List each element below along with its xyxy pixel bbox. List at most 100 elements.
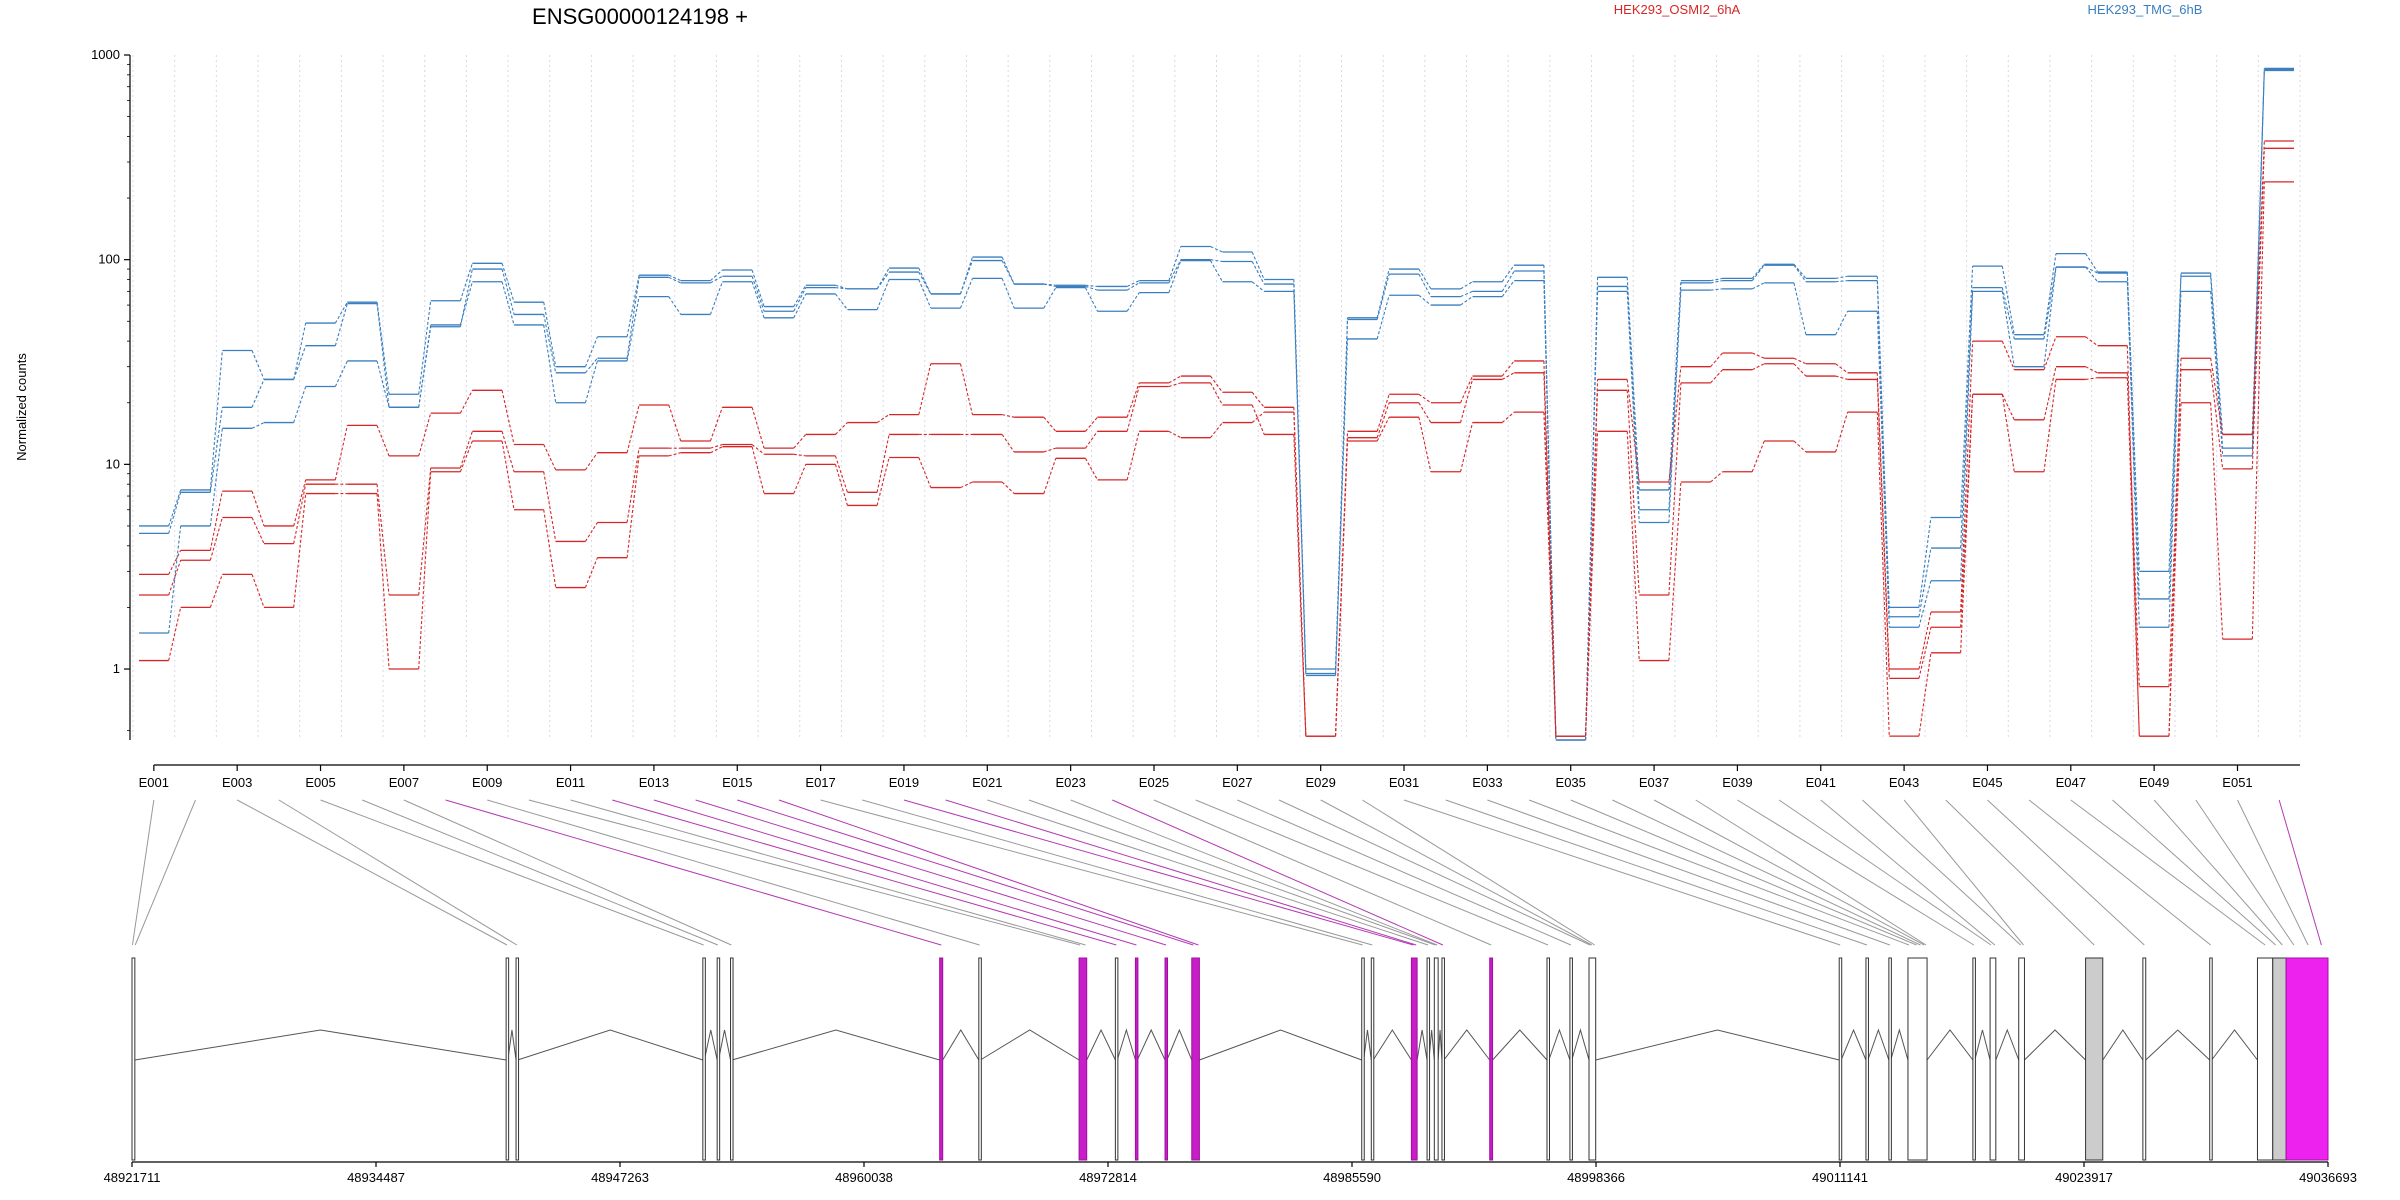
data-join [1001, 260, 1015, 285]
exon-block-highlighted [1164, 957, 1169, 1161]
exon-block [1433, 957, 1439, 1161]
data-join [543, 324, 557, 403]
data-join [376, 303, 390, 408]
data-join [1126, 280, 1140, 287]
exon-tick-label: E021 [972, 775, 1002, 790]
data-join [793, 293, 807, 319]
data-join [584, 452, 598, 471]
data-join [1793, 440, 1807, 453]
data-join [1085, 458, 1098, 481]
data-join [1668, 282, 1682, 510]
data-join [1126, 282, 1140, 291]
exon-tick-label: E027 [1222, 775, 1252, 790]
intron-line [1995, 1028, 2020, 1061]
data-join [501, 431, 515, 472]
data-join [584, 557, 598, 588]
data-join [2043, 266, 2057, 340]
exon-connector [612, 799, 1117, 946]
data-join [501, 263, 515, 303]
data-join [1501, 411, 1515, 423]
data-join [2168, 276, 2182, 599]
exon-block [1588, 957, 1597, 1161]
data-join [835, 422, 848, 435]
data-join [709, 281, 723, 315]
data-join [2085, 253, 2099, 273]
exon-block [1989, 957, 1997, 1161]
data-join [1793, 263, 1807, 279]
data-join [710, 446, 723, 454]
data-join [2210, 369, 2224, 469]
exon-tick-label: E041 [1806, 775, 1836, 790]
data-join [1210, 245, 1223, 253]
exon-connector [1320, 799, 1593, 946]
data-join [1918, 547, 1932, 617]
data-join [793, 434, 807, 449]
intron-line [731, 1029, 940, 1061]
data-join [2085, 266, 2098, 274]
data-join [1751, 264, 1765, 281]
exon-block-highlighted [1489, 957, 1494, 1161]
exon-connector [1820, 799, 1996, 946]
data-join [1626, 379, 1640, 483]
data-join [1043, 283, 1056, 287]
data-join [1960, 266, 1974, 518]
data-join [1793, 357, 1807, 365]
data-join [1043, 458, 1057, 494]
data-join [1210, 260, 1223, 283]
data-join [501, 268, 515, 315]
y-axis-label: Normalized counts [14, 353, 29, 461]
genomic-tick-label: 48972814 [1079, 1170, 1137, 1185]
data-join [709, 407, 723, 442]
data-join [668, 276, 681, 284]
exon-connector [695, 799, 1167, 946]
intron-line [1492, 1029, 1548, 1061]
data-join [418, 324, 432, 408]
data-join [1251, 281, 1265, 292]
data-join [834, 464, 848, 506]
exon-connector [131, 799, 155, 946]
exon-connector [1862, 799, 2021, 946]
data-join [959, 278, 973, 309]
exon-connectors [131, 799, 2322, 946]
data-join [1501, 360, 1515, 377]
data-join [334, 303, 348, 346]
data-join [668, 452, 681, 457]
data-join [376, 484, 390, 596]
exon-tick-label: E049 [2139, 775, 2169, 790]
data-join [2126, 281, 2140, 628]
data-join [2001, 287, 2015, 340]
exon-connector [1487, 799, 1890, 946]
exon-tick-label: E001 [139, 775, 169, 790]
exon-connector [945, 799, 1417, 946]
data-join [501, 390, 515, 445]
exon-connector [445, 799, 942, 946]
data-join [1918, 627, 1932, 679]
exon-connector [1737, 799, 1975, 946]
data-join [1001, 481, 1015, 494]
intron-line [2145, 1029, 2211, 1061]
exon-tick-label: E045 [1972, 775, 2002, 790]
data-join [1085, 431, 1098, 449]
data-join [2126, 273, 2140, 599]
data-join [2085, 336, 2098, 347]
intron-line [703, 1029, 718, 1061]
data-join [1418, 294, 1432, 306]
exon-block [2018, 957, 2025, 1161]
exon-connector [487, 799, 980, 946]
intron-line [1166, 1028, 1193, 1061]
data-join [459, 440, 473, 472]
exon-tick-label: E025 [1139, 775, 1169, 790]
exon-block [1569, 957, 1573, 1161]
exon-block-highlighted [1191, 957, 1200, 1161]
intron-line [134, 1029, 507, 1061]
data-join [1710, 280, 1723, 284]
data-join [1835, 275, 1848, 279]
exon-connector [1362, 799, 1596, 946]
data-join [1210, 375, 1223, 393]
exon-connector [2153, 799, 2283, 946]
data-join [751, 444, 765, 455]
data-join [2210, 291, 2224, 456]
data-join [459, 263, 473, 301]
data-join [251, 574, 265, 608]
data-join [1085, 285, 1098, 291]
